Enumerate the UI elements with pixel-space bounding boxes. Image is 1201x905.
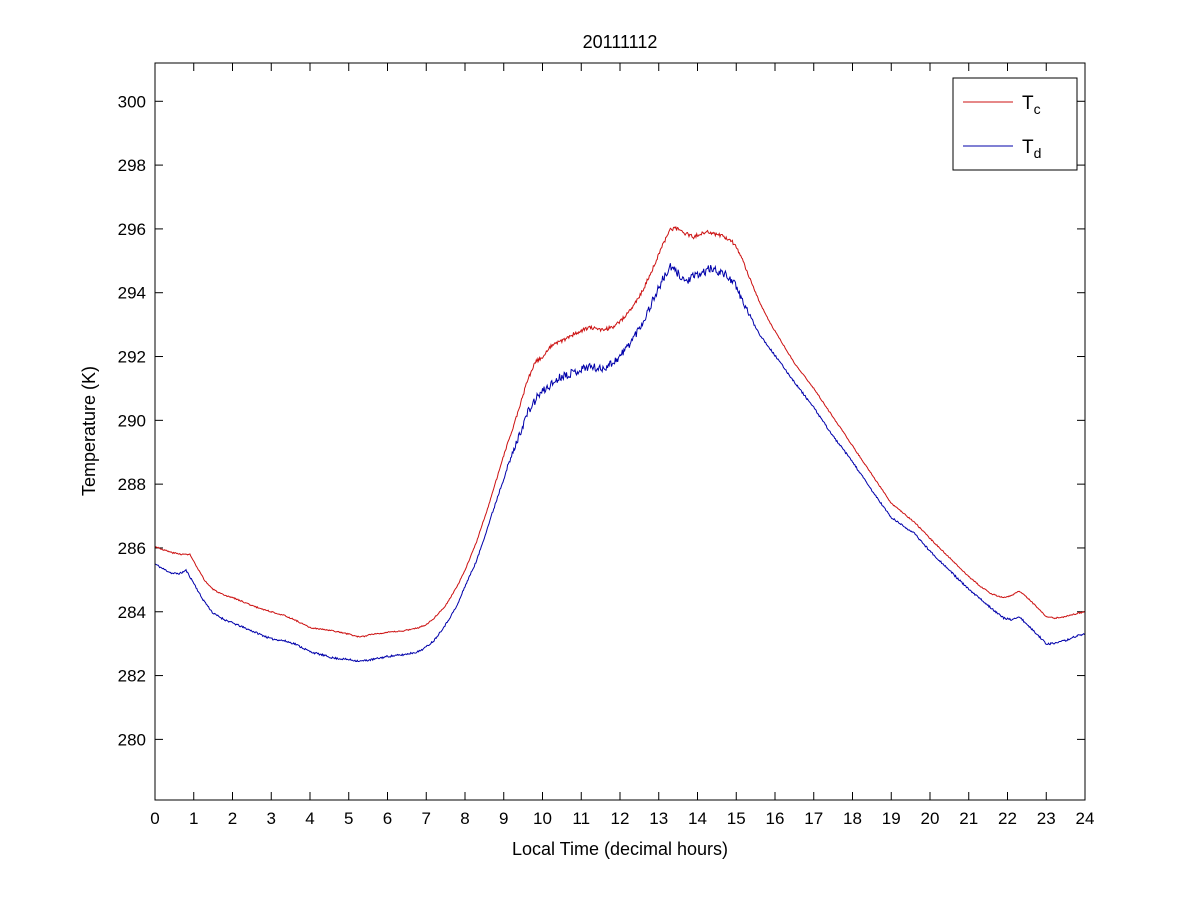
y-tick-label: 292 bbox=[118, 348, 146, 367]
x-tick-label: 6 bbox=[383, 809, 392, 828]
x-tick-label: 21 bbox=[959, 809, 978, 828]
legend-box bbox=[952, 77, 1078, 171]
x-tick-label: 15 bbox=[727, 809, 746, 828]
chart-title: 20111112 bbox=[583, 32, 658, 52]
x-tick-label: 12 bbox=[611, 809, 630, 828]
x-tick-label: 20 bbox=[921, 809, 940, 828]
y-tick-label: 294 bbox=[118, 284, 146, 303]
x-tick-label: 24 bbox=[1076, 809, 1095, 828]
x-tick-label: 7 bbox=[422, 809, 431, 828]
x-tick-label: 2 bbox=[228, 809, 237, 828]
x-tick-label: 4 bbox=[305, 809, 314, 828]
series-line-t-d bbox=[155, 263, 1085, 663]
y-tick-label: 298 bbox=[118, 156, 146, 175]
plot-series bbox=[155, 225, 1085, 663]
x-axis-ticks: 0 1 2 3 4 5 6 7 8 9 10 11 12 13 14 15 16 17 18 19 20 21 22 23 24 bbox=[150, 63, 1094, 828]
x-tick-label: 10 bbox=[533, 809, 552, 828]
legend-label-tc: Tc bbox=[1022, 93, 1041, 117]
y-tick-label: 290 bbox=[118, 411, 146, 430]
legend-entry-td: Td bbox=[963, 137, 1041, 161]
x-tick-label: 19 bbox=[882, 809, 901, 828]
y-tick-label: 300 bbox=[118, 92, 146, 111]
x-tick-label: 1 bbox=[189, 809, 198, 828]
x-tick-label: 18 bbox=[843, 809, 862, 828]
y-tick-label: 288 bbox=[118, 475, 146, 494]
legend-label-td: Td bbox=[1022, 137, 1041, 161]
axes-box bbox=[154, 62, 1086, 801]
x-tick-label: 13 bbox=[649, 809, 668, 828]
x-tick-label: 9 bbox=[499, 809, 508, 828]
x-tick-label: 11 bbox=[572, 809, 590, 828]
x-tick-label: 8 bbox=[460, 809, 469, 828]
x-tick-label: 5 bbox=[344, 809, 353, 828]
x-tick-label: 14 bbox=[688, 809, 707, 828]
x-tick-label: 23 bbox=[1037, 809, 1056, 828]
x-axis-label: Local Time (decimal hours) bbox=[512, 839, 728, 859]
y-axis-label: Temperature (K) bbox=[79, 366, 99, 496]
x-tick-label: 16 bbox=[766, 809, 785, 828]
x-tick-label: 0 bbox=[150, 809, 159, 828]
legend: Tc Td bbox=[952, 77, 1078, 171]
x-tick-label: 17 bbox=[804, 809, 823, 828]
y-tick-label: 286 bbox=[118, 539, 146, 558]
y-tick-label: 282 bbox=[118, 667, 146, 686]
x-tick-label: 22 bbox=[998, 809, 1017, 828]
legend-entry-tc: Tc bbox=[963, 93, 1041, 117]
y-tick-label: 280 bbox=[118, 730, 146, 749]
y-tick-label: 284 bbox=[118, 603, 146, 622]
series-line-t-c bbox=[155, 225, 1085, 638]
y-axis-ticks: 280 282 284 286 288 290 292 294 296 298 300 bbox=[118, 92, 1085, 749]
x-tick-label: 3 bbox=[267, 809, 276, 828]
y-tick-label: 296 bbox=[118, 220, 146, 239]
